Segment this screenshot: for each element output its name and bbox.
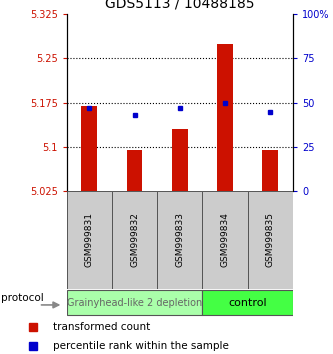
Text: GSM999833: GSM999833 [175, 212, 184, 267]
Text: GSM999835: GSM999835 [266, 212, 275, 267]
Bar [81, 105, 97, 191]
Title: GDS5113 / 10488185: GDS5113 / 10488185 [105, 0, 254, 10]
Text: Grainyhead-like 2 depletion: Grainyhead-like 2 depletion [67, 298, 202, 308]
Text: protocol: protocol [1, 293, 44, 303]
FancyBboxPatch shape [202, 290, 293, 315]
FancyBboxPatch shape [112, 191, 157, 289]
FancyBboxPatch shape [248, 191, 293, 289]
Bar [172, 129, 188, 191]
FancyBboxPatch shape [202, 191, 248, 289]
Text: percentile rank within the sample: percentile rank within the sample [53, 341, 229, 351]
Text: GSM999831: GSM999831 [85, 212, 94, 267]
Text: transformed count: transformed count [53, 322, 151, 332]
Bar [127, 150, 143, 191]
FancyBboxPatch shape [157, 191, 202, 289]
Bar [217, 44, 233, 191]
Bar [262, 150, 278, 191]
Text: GSM999832: GSM999832 [130, 212, 139, 267]
FancyBboxPatch shape [67, 191, 112, 289]
Text: control: control [228, 298, 267, 308]
Text: GSM999834: GSM999834 [220, 212, 230, 267]
FancyBboxPatch shape [67, 290, 202, 315]
